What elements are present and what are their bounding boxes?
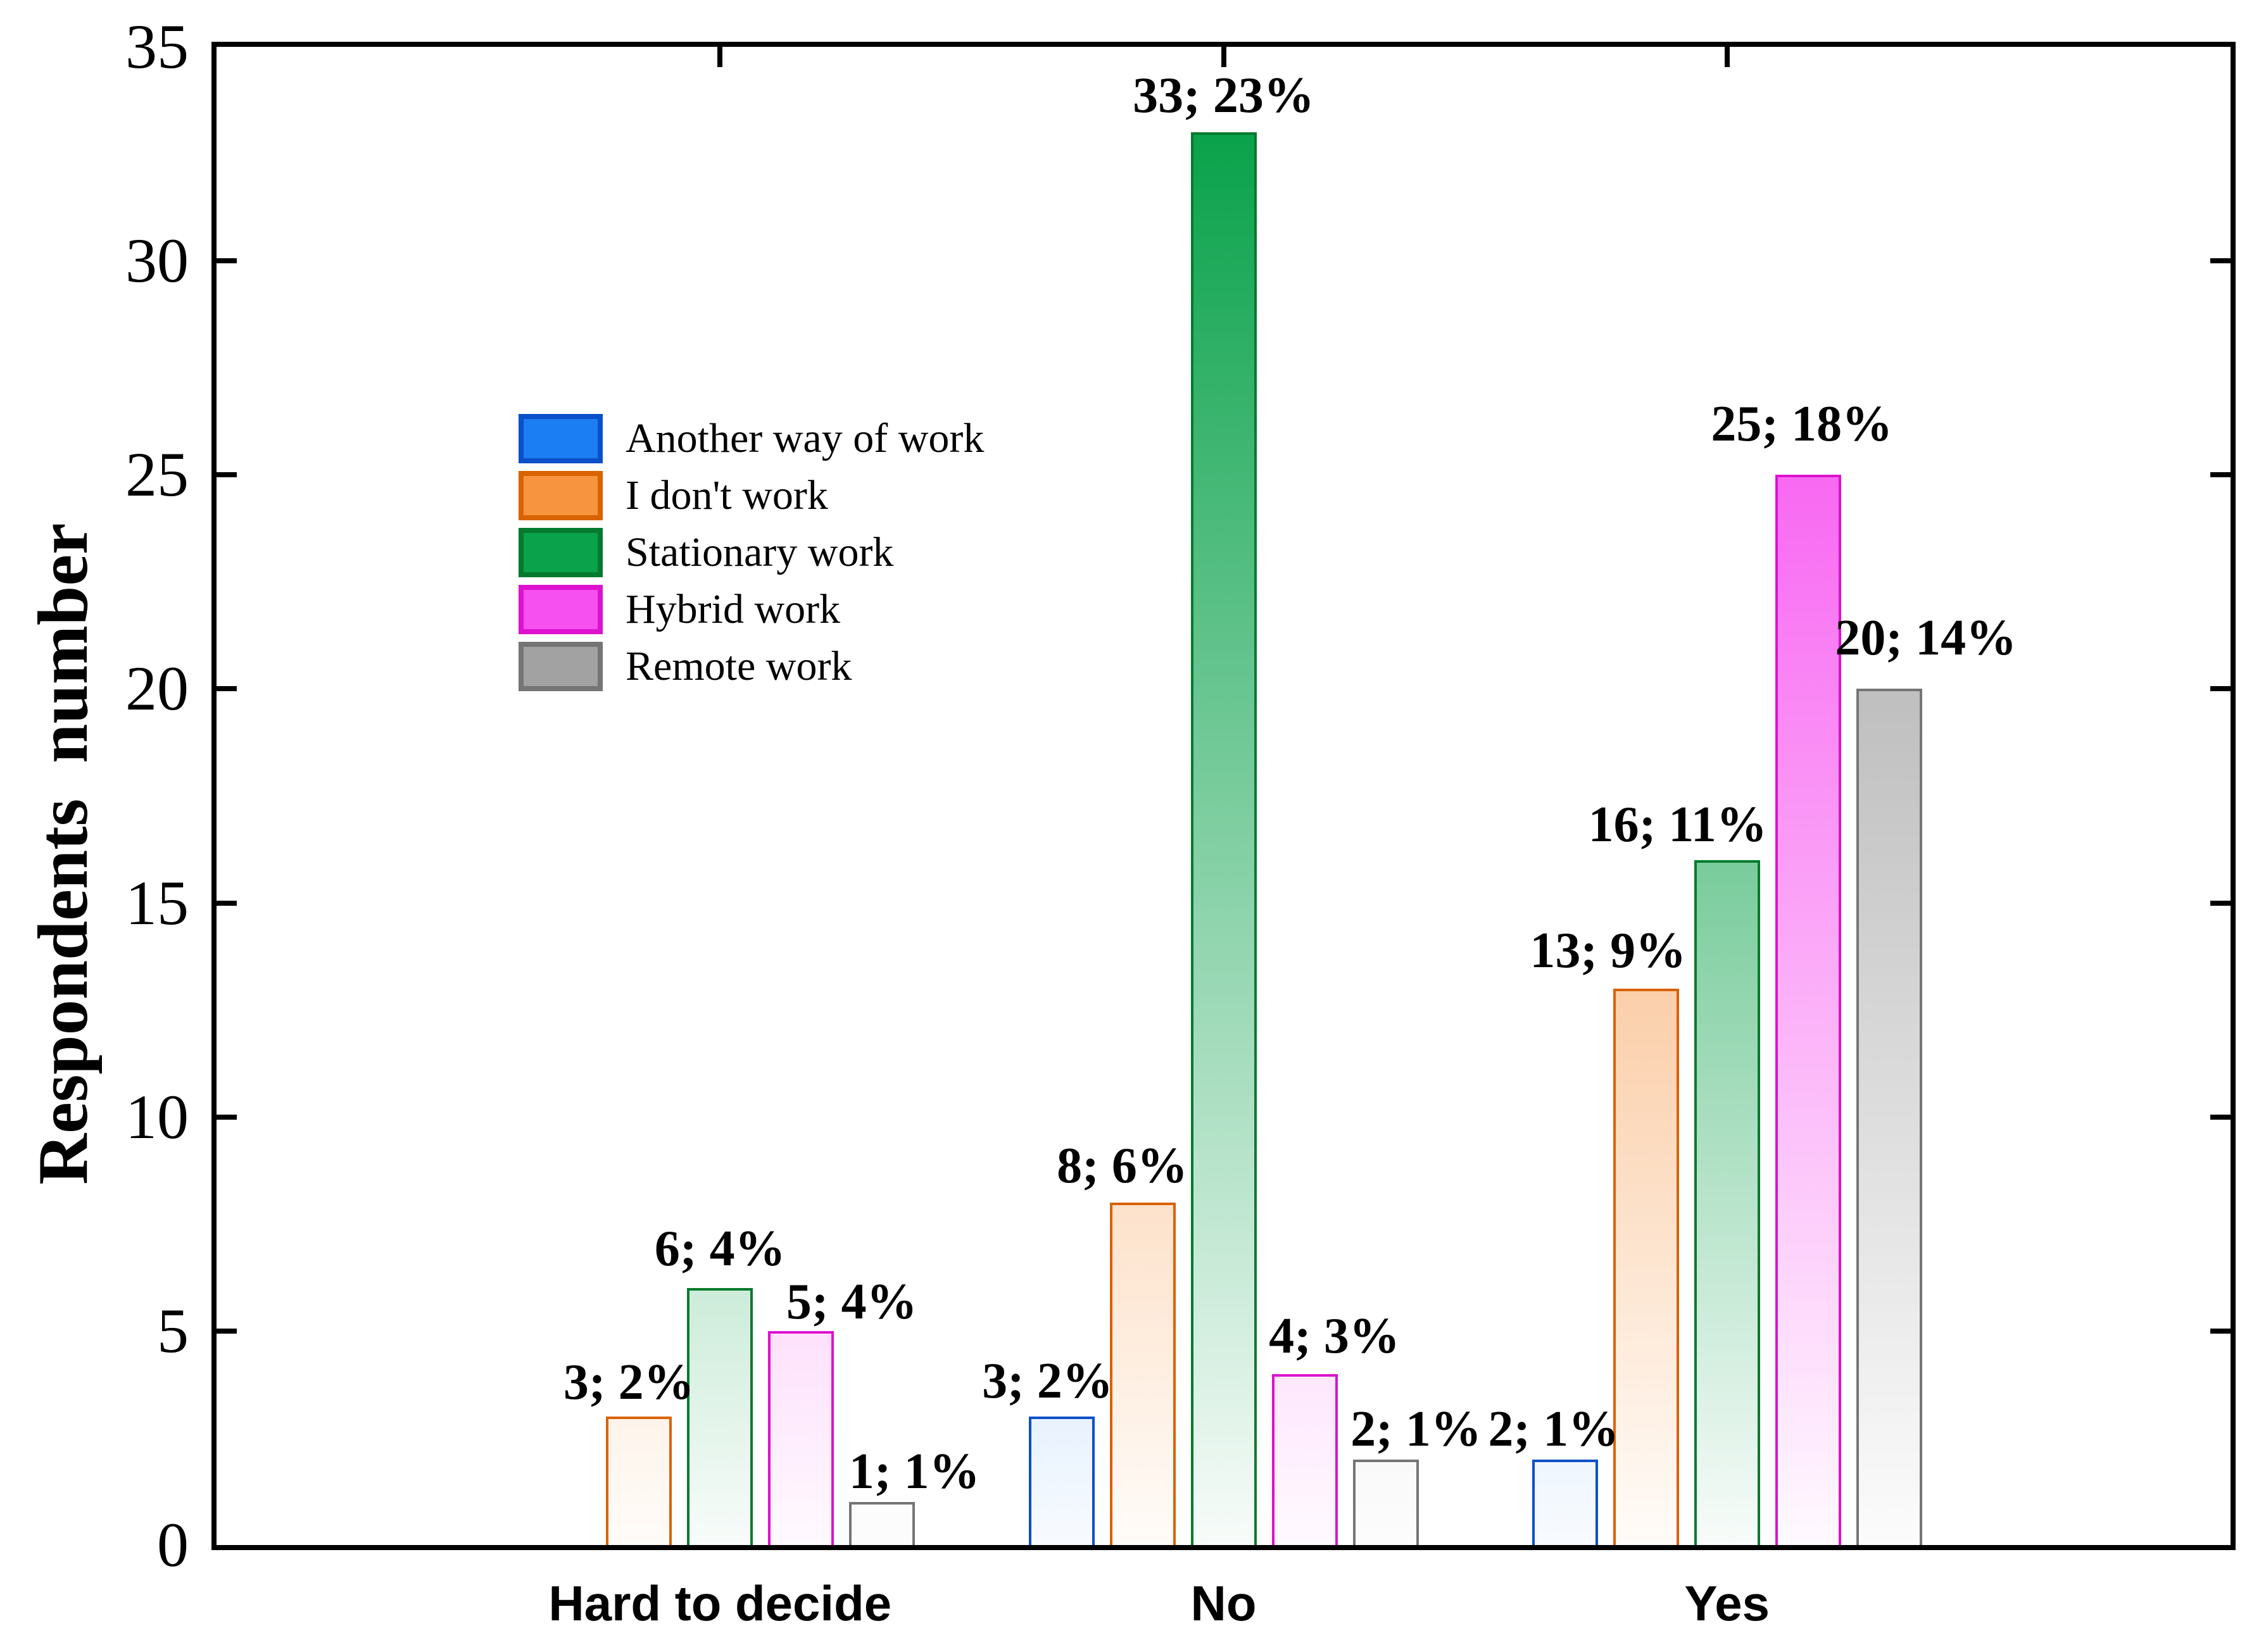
x-axis-category-label: No [1190,1575,1257,1631]
bar [1109,1202,1176,1545]
legend-color-swatch [519,585,603,634]
y-axis-tick-label: 0 [157,1510,189,1580]
legend-color-swatch [519,528,603,577]
y-axis-tick [217,1328,237,1334]
bar-value-label: 3; 2% [982,1353,1113,1410]
bar [849,1502,916,1545]
legend-item: Stationary work [519,524,984,581]
x-axis-tick [1221,47,1226,67]
bar-value-label: 4; 3% [1269,1308,1400,1364]
y-axis-tick [2210,258,2231,264]
bar [606,1417,672,1545]
y-axis-tick-label: 15 [125,867,189,938]
bar-value-label: 20; 14% [1835,610,2017,666]
bar-value-label: 6; 4% [654,1221,786,1277]
y-axis-tick [2210,900,2231,906]
bar-value-label: 2; 1% [1350,1401,1482,1457]
legend-color-swatch [519,642,603,691]
y-axis-tick [217,258,237,264]
y-axis-tick [2210,686,2231,692]
x-axis-category-label: Hard to decide [548,1575,892,1631]
y-axis-tick [2210,472,2231,478]
y-axis-tick [217,472,237,478]
y-axis-tick-label: 35 [125,11,189,82]
plot-area: 3; 2% 2; 1% 3; 2% 8; 6% 13; 9% 6; 4% 33; 23% 16… [211,42,2236,1550]
bar-value-label: 13; 9% [1530,922,1687,979]
bar [687,1288,753,1545]
bar [1613,988,1679,1545]
legend-label: Another way of work [626,415,985,461]
y-axis-tick [217,686,237,692]
legend-color-swatch [519,414,603,463]
bar [1856,689,1922,1545]
legend-color-swatch [519,471,603,520]
legend-label: Hybrid work [626,586,841,632]
legend-label: Stationary work [626,529,894,575]
bar [1190,132,1257,1545]
y-axis-tick [217,1114,237,1120]
bar-value-label: 5; 4% [786,1273,917,1330]
bar [1532,1459,1598,1545]
bar [1352,1459,1419,1545]
x-axis-tick [717,47,723,67]
legend-item: Hybrid work [519,581,984,638]
y-axis-tick-label: 25 [125,439,189,510]
chart-legend: Another way of work I don't work Stationar… [519,410,984,695]
bar-value-label: 16; 11% [1588,796,1767,853]
y-axis-tick [2210,1114,2231,1120]
bar [1694,860,1760,1545]
bar [1775,475,1841,1545]
legend-item: Remote work [519,638,984,695]
x-axis-tick [1724,47,1730,67]
bar-value-label: 8; 6% [1057,1137,1188,1194]
legend-label: I don't work [626,472,828,518]
y-axis-tick [2210,1328,2231,1334]
bar [768,1330,834,1545]
bar-value-label: 3; 2% [563,1355,695,1411]
legend-item: Another way of work [519,410,984,467]
bar-value-label: 1; 1% [848,1444,980,1500]
bar-value-label: 33; 23% [1133,68,1314,124]
legend-item: I don't work [519,467,984,524]
y-axis-tick-label: 20 [125,653,189,724]
y-axis-title: Respondents number [24,523,103,1185]
y-axis-tick [217,900,237,906]
bar [1028,1417,1095,1545]
x-axis-category-label: Yes [1684,1575,1770,1631]
y-axis-tick-label: 10 [125,1081,189,1152]
y-axis-tick-label: 5 [157,1295,189,1366]
bar-value-label: 25; 18% [1711,396,1893,453]
y-axis-tick-label: 30 [125,225,189,296]
legend-label: Remote work [626,643,852,689]
bar [1271,1374,1338,1545]
bar-value-label: 2; 1% [1488,1401,1620,1457]
